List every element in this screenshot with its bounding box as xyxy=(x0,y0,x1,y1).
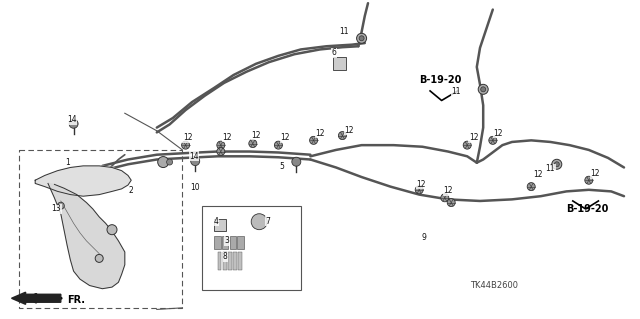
Circle shape xyxy=(478,84,488,94)
Text: 2: 2 xyxy=(129,186,134,195)
Bar xyxy=(228,252,232,270)
Circle shape xyxy=(447,198,455,207)
Text: 12: 12 xyxy=(344,126,353,135)
Text: 3: 3 xyxy=(225,236,230,245)
Bar xyxy=(202,206,301,290)
Text: 6: 6 xyxy=(332,48,337,57)
Circle shape xyxy=(217,147,225,156)
FancyArrow shape xyxy=(12,292,61,304)
Text: 10: 10 xyxy=(190,183,200,192)
Text: 11: 11 xyxy=(451,87,460,96)
Bar xyxy=(333,57,346,70)
Text: 12: 12 xyxy=(223,133,232,142)
Text: 8: 8 xyxy=(223,252,228,261)
Bar xyxy=(222,236,228,249)
Text: 5: 5 xyxy=(279,162,284,171)
Bar xyxy=(237,236,244,249)
Bar xyxy=(214,236,221,249)
Ellipse shape xyxy=(252,214,268,230)
Text: TK44B2600: TK44B2600 xyxy=(470,281,518,290)
Circle shape xyxy=(339,131,346,140)
Circle shape xyxy=(554,162,559,167)
Text: 12: 12 xyxy=(417,180,426,189)
Circle shape xyxy=(166,159,173,165)
Circle shape xyxy=(527,182,535,191)
Text: 14: 14 xyxy=(189,152,199,161)
Circle shape xyxy=(292,157,301,166)
Text: 1: 1 xyxy=(65,158,70,167)
Circle shape xyxy=(441,194,449,202)
Polygon shape xyxy=(35,166,131,196)
Bar xyxy=(218,252,221,270)
Bar xyxy=(223,252,227,270)
Circle shape xyxy=(356,33,367,43)
Circle shape xyxy=(191,157,200,166)
Text: 12: 12 xyxy=(183,133,192,142)
Text: B-19-20: B-19-20 xyxy=(419,75,461,85)
Circle shape xyxy=(217,141,225,149)
Circle shape xyxy=(95,254,103,263)
Bar xyxy=(233,252,237,270)
Text: FR.: FR. xyxy=(67,295,85,305)
Circle shape xyxy=(310,136,317,145)
Circle shape xyxy=(489,136,497,145)
Text: 12: 12 xyxy=(280,133,289,142)
Text: 12: 12 xyxy=(533,170,542,179)
Circle shape xyxy=(69,119,78,128)
Text: 12: 12 xyxy=(469,133,478,142)
Bar xyxy=(214,219,226,231)
Text: 11: 11 xyxy=(546,164,555,173)
Circle shape xyxy=(481,87,486,92)
Circle shape xyxy=(552,159,562,169)
Circle shape xyxy=(275,141,282,149)
Circle shape xyxy=(107,225,117,235)
Circle shape xyxy=(359,36,364,41)
Circle shape xyxy=(157,157,169,167)
Text: 12: 12 xyxy=(591,169,600,178)
Text: 12: 12 xyxy=(252,131,260,140)
Bar xyxy=(19,150,182,308)
Circle shape xyxy=(182,141,189,149)
Bar xyxy=(238,252,242,270)
Text: 12: 12 xyxy=(444,186,452,195)
Text: 14: 14 xyxy=(67,115,77,124)
Text: 4: 4 xyxy=(214,217,219,226)
Text: 13: 13 xyxy=(51,204,61,213)
Text: B-19-20: B-19-20 xyxy=(566,204,609,214)
Text: 11: 11 xyxy=(340,27,349,36)
Text: 7: 7 xyxy=(265,217,270,226)
Circle shape xyxy=(58,202,64,209)
Text: 9: 9 xyxy=(422,233,427,242)
Polygon shape xyxy=(48,183,125,289)
Text: 12: 12 xyxy=(316,129,324,138)
Bar xyxy=(230,236,236,249)
Text: 12: 12 xyxy=(493,129,502,138)
Circle shape xyxy=(415,186,423,194)
Circle shape xyxy=(585,176,593,184)
Circle shape xyxy=(249,139,257,148)
Circle shape xyxy=(463,141,471,149)
